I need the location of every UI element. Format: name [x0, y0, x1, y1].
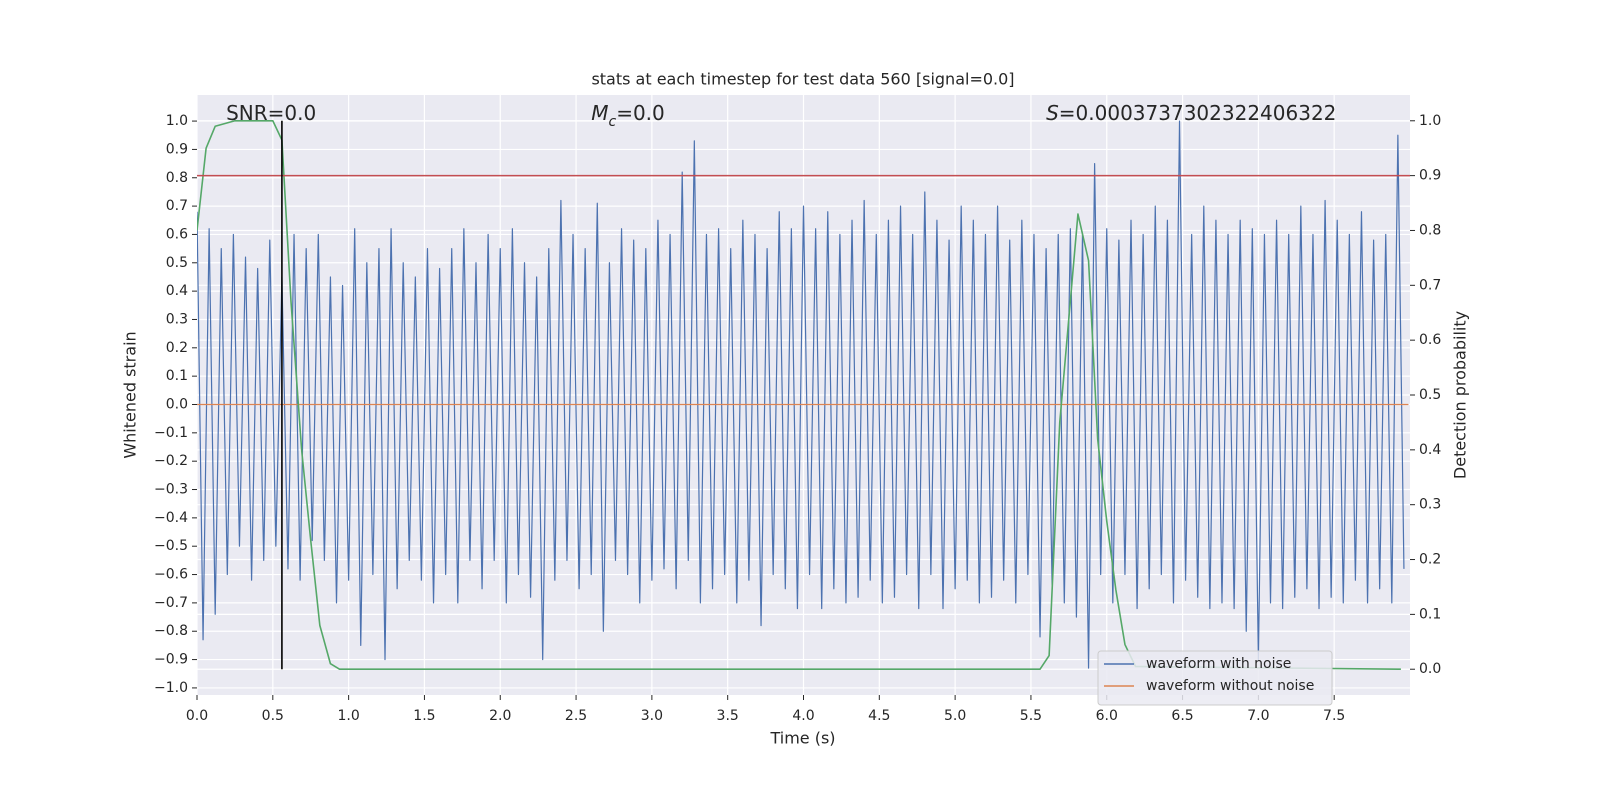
x-tick-label: 6.0 — [1096, 708, 1118, 724]
x-tick-label: 5.5 — [1020, 708, 1042, 724]
y-tick-label: −0.6 — [154, 567, 188, 583]
y-tick-label: 0.9 — [166, 141, 188, 157]
x-axis-label: Time (s) — [769, 729, 835, 748]
y2-tick-label: 0.1 — [1419, 606, 1441, 622]
y-tick-label: 0.5 — [166, 255, 188, 271]
y-tick-label: 0.1 — [166, 368, 188, 384]
annotation-symbol: S — [1046, 101, 1059, 125]
y-tick-label: 1.0 — [166, 113, 188, 129]
y2-tick-label: 0.5 — [1419, 387, 1441, 403]
plot — [197, 119, 1410, 671]
y-tick-label: 0.2 — [166, 340, 188, 356]
annotation: S=0.0003737302322406322 — [1046, 101, 1336, 125]
y-tick-label: −0.1 — [154, 425, 188, 441]
x-tick-label: 0.0 — [186, 708, 208, 724]
legend-box — [1097, 650, 1333, 706]
y-axis-label: Whitened strain — [121, 331, 140, 458]
x-tick-label: 1.0 — [337, 708, 359, 724]
annotation-text: =0.0 — [616, 101, 665, 125]
y-tick-label: −0.4 — [154, 510, 188, 526]
y-tick-label: 0.7 — [166, 198, 188, 214]
annotation: SNR=0.0 — [226, 101, 316, 125]
y2-tick-label: 0.9 — [1419, 168, 1441, 184]
y-tick-label: −0.8 — [154, 623, 188, 639]
annotation-text: SNR=0.0 — [226, 101, 316, 125]
y2-tick-label: 0.7 — [1419, 277, 1441, 293]
y-tick-label: 0.4 — [166, 283, 188, 299]
annotation: Mc=0.0 — [591, 101, 665, 131]
y-tick-label: 0.0 — [166, 396, 188, 412]
x-tick-label: 4.0 — [792, 708, 814, 724]
x-tick-label: 7.0 — [1247, 708, 1269, 724]
legend-label: waveform without noise — [1146, 678, 1314, 694]
legend: waveform with noise waveform without nois… — [1097, 650, 1333, 706]
y-tick-label: −0.9 — [154, 652, 188, 668]
y2-tick-label: 0.3 — [1419, 497, 1441, 513]
x-tick-label: 2.0 — [489, 708, 511, 724]
y2-tick-label: 0.8 — [1419, 222, 1441, 238]
y-tick-label: 0.8 — [166, 170, 188, 186]
y2-tick-label: 0.6 — [1419, 332, 1441, 348]
x-tick-label: 5.0 — [944, 708, 966, 724]
x-tick-label: 7.5 — [1323, 708, 1345, 724]
series-line — [197, 120, 1405, 669]
chart-title: stats at each timestep for test data 560… — [591, 70, 1014, 89]
legend-label: waveform with noise — [1146, 656, 1291, 672]
annotation-symbol: M — [591, 101, 608, 125]
annotation-subscript: c — [608, 114, 616, 130]
y2-tick-label: 0.2 — [1419, 552, 1441, 568]
series-line — [197, 119, 1401, 671]
annotation-text: =0.0003737302322406322 — [1059, 101, 1337, 125]
x-tick-label: 0.5 — [262, 708, 284, 724]
y2-tick-label: 1.0 — [1419, 113, 1441, 129]
x-tick-label: 4.5 — [868, 708, 890, 724]
y-tick-label: 0.6 — [166, 226, 188, 242]
x-tick-label: 2.5 — [565, 708, 587, 724]
x-tick-label: 1.5 — [413, 708, 435, 724]
x-tick-label: 3.5 — [717, 708, 739, 724]
y-tick-label: −0.3 — [154, 482, 188, 498]
y-tick-label: 0.3 — [166, 311, 188, 327]
y2-tick-label: 0.4 — [1419, 442, 1441, 458]
y-tick-label: −0.7 — [154, 595, 188, 611]
x-tick-label: 6.5 — [1171, 708, 1193, 724]
y2-axis-label: Detection probability — [1451, 311, 1470, 479]
y-tick-label: −0.2 — [154, 453, 188, 469]
y2-tick-label: 0.0 — [1419, 661, 1441, 677]
y-tick-label: −0.5 — [154, 538, 188, 554]
x-tick-label: 3.0 — [641, 708, 663, 724]
y-tick-label: −1.0 — [154, 680, 188, 696]
